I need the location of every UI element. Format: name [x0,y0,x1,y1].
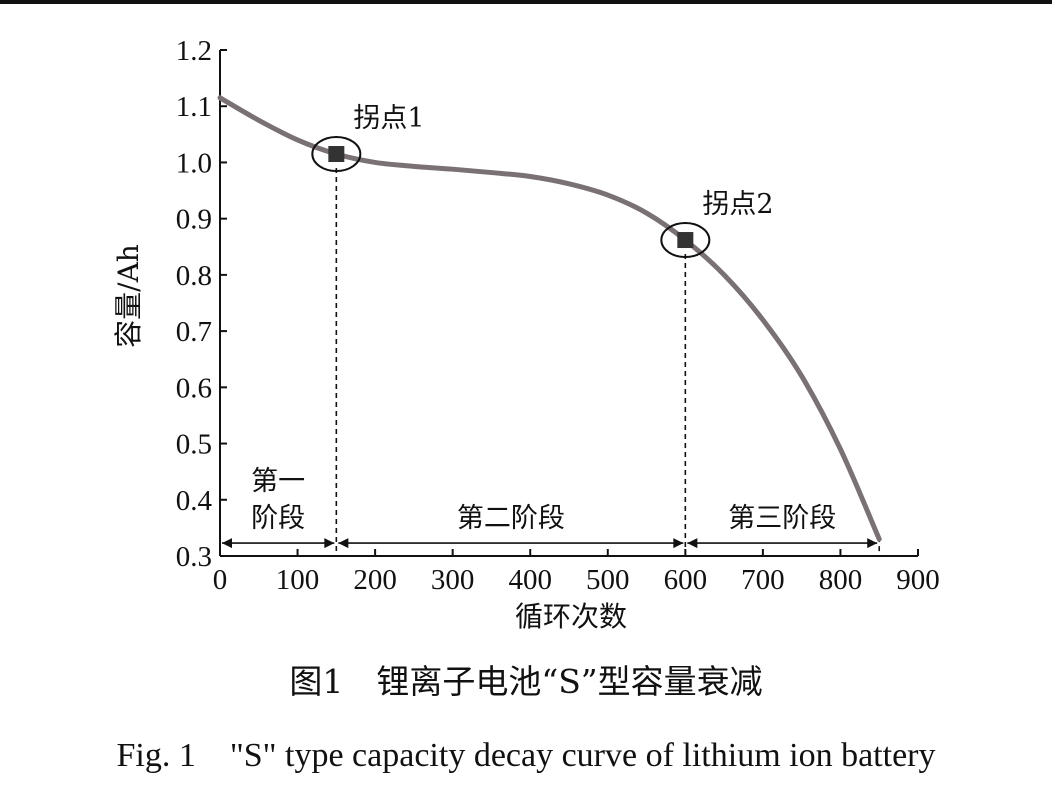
stage-arrows [222,538,878,549]
capacity-curve [217,95,882,542]
y-tick-label: 0.7 [176,316,212,348]
inflection-point-circle [660,222,711,259]
arrow-head [222,538,232,549]
figure-caption-zh: 图1 锂离子电池“S”型容量衰减 [289,662,763,701]
arrow-head [687,538,698,549]
inflection-point-marker [328,146,345,163]
inflection-point-label: 拐点1 [353,103,424,134]
y-tick-label: 0.3 [176,541,212,573]
x-tick-label: 0 [213,564,228,596]
y-tick-label: 1.1 [176,91,212,123]
y-tick-label: 0.5 [176,429,212,461]
series-layer [217,95,882,542]
stage-label: 第一 [251,466,305,497]
x-axis: 0 100 200 300 400 500 600 700 800 900 [213,549,940,596]
x-tick-label: 400 [508,564,552,596]
x-tick-label: 600 [664,564,708,596]
arrow-head [338,538,349,549]
top-rule [0,0,1052,4]
x-tick-label: 800 [819,564,863,596]
inflection-points [311,136,711,259]
figure-caption-en: Fig. 1 "S" type capacity decay curve of … [116,737,936,774]
y-axis-title: 容量/Ah [112,244,145,348]
x-tick-label: 100 [276,564,320,596]
x-axis-title: 循环次数 [515,600,627,633]
y-tick-label: 0.8 [176,260,212,292]
y-tick-label: 1.2 [176,35,212,67]
x-tick-label: 900 [896,564,940,596]
y-tick-label: 0.9 [176,204,212,236]
inflection-point-circle [311,136,362,173]
arrow-head [673,538,684,549]
x-tick-label: 300 [431,564,475,596]
stage-label: 第二阶段 [457,503,565,534]
x-tick-label: 200 [353,564,397,596]
capacity-decay-chart: 0.3 0.4 0.5 0.6 0.7 0.8 0.9 1.0 1.1 1.2 0 100 200 30… [112,35,940,633]
arrow-head [324,538,335,549]
inflection-point-label: 拐点2 [702,189,773,220]
y-tick-label: 0.4 [176,485,213,517]
y-tick-label: 1.0 [176,147,212,179]
stage-label: 阶段 [251,503,305,534]
x-tick-label: 500 [586,564,630,596]
y-tick-label: 0.6 [176,372,212,404]
x-tick-label: 700 [741,564,785,596]
arrow-head [867,538,878,549]
stage-boundary-lines [335,168,881,556]
y-axis: 0.3 0.4 0.5 0.6 0.7 0.8 0.9 1.0 1.1 1.2 [176,35,227,573]
stage-label: 第三阶段 [728,503,836,534]
inflection-point-marker [677,232,694,249]
